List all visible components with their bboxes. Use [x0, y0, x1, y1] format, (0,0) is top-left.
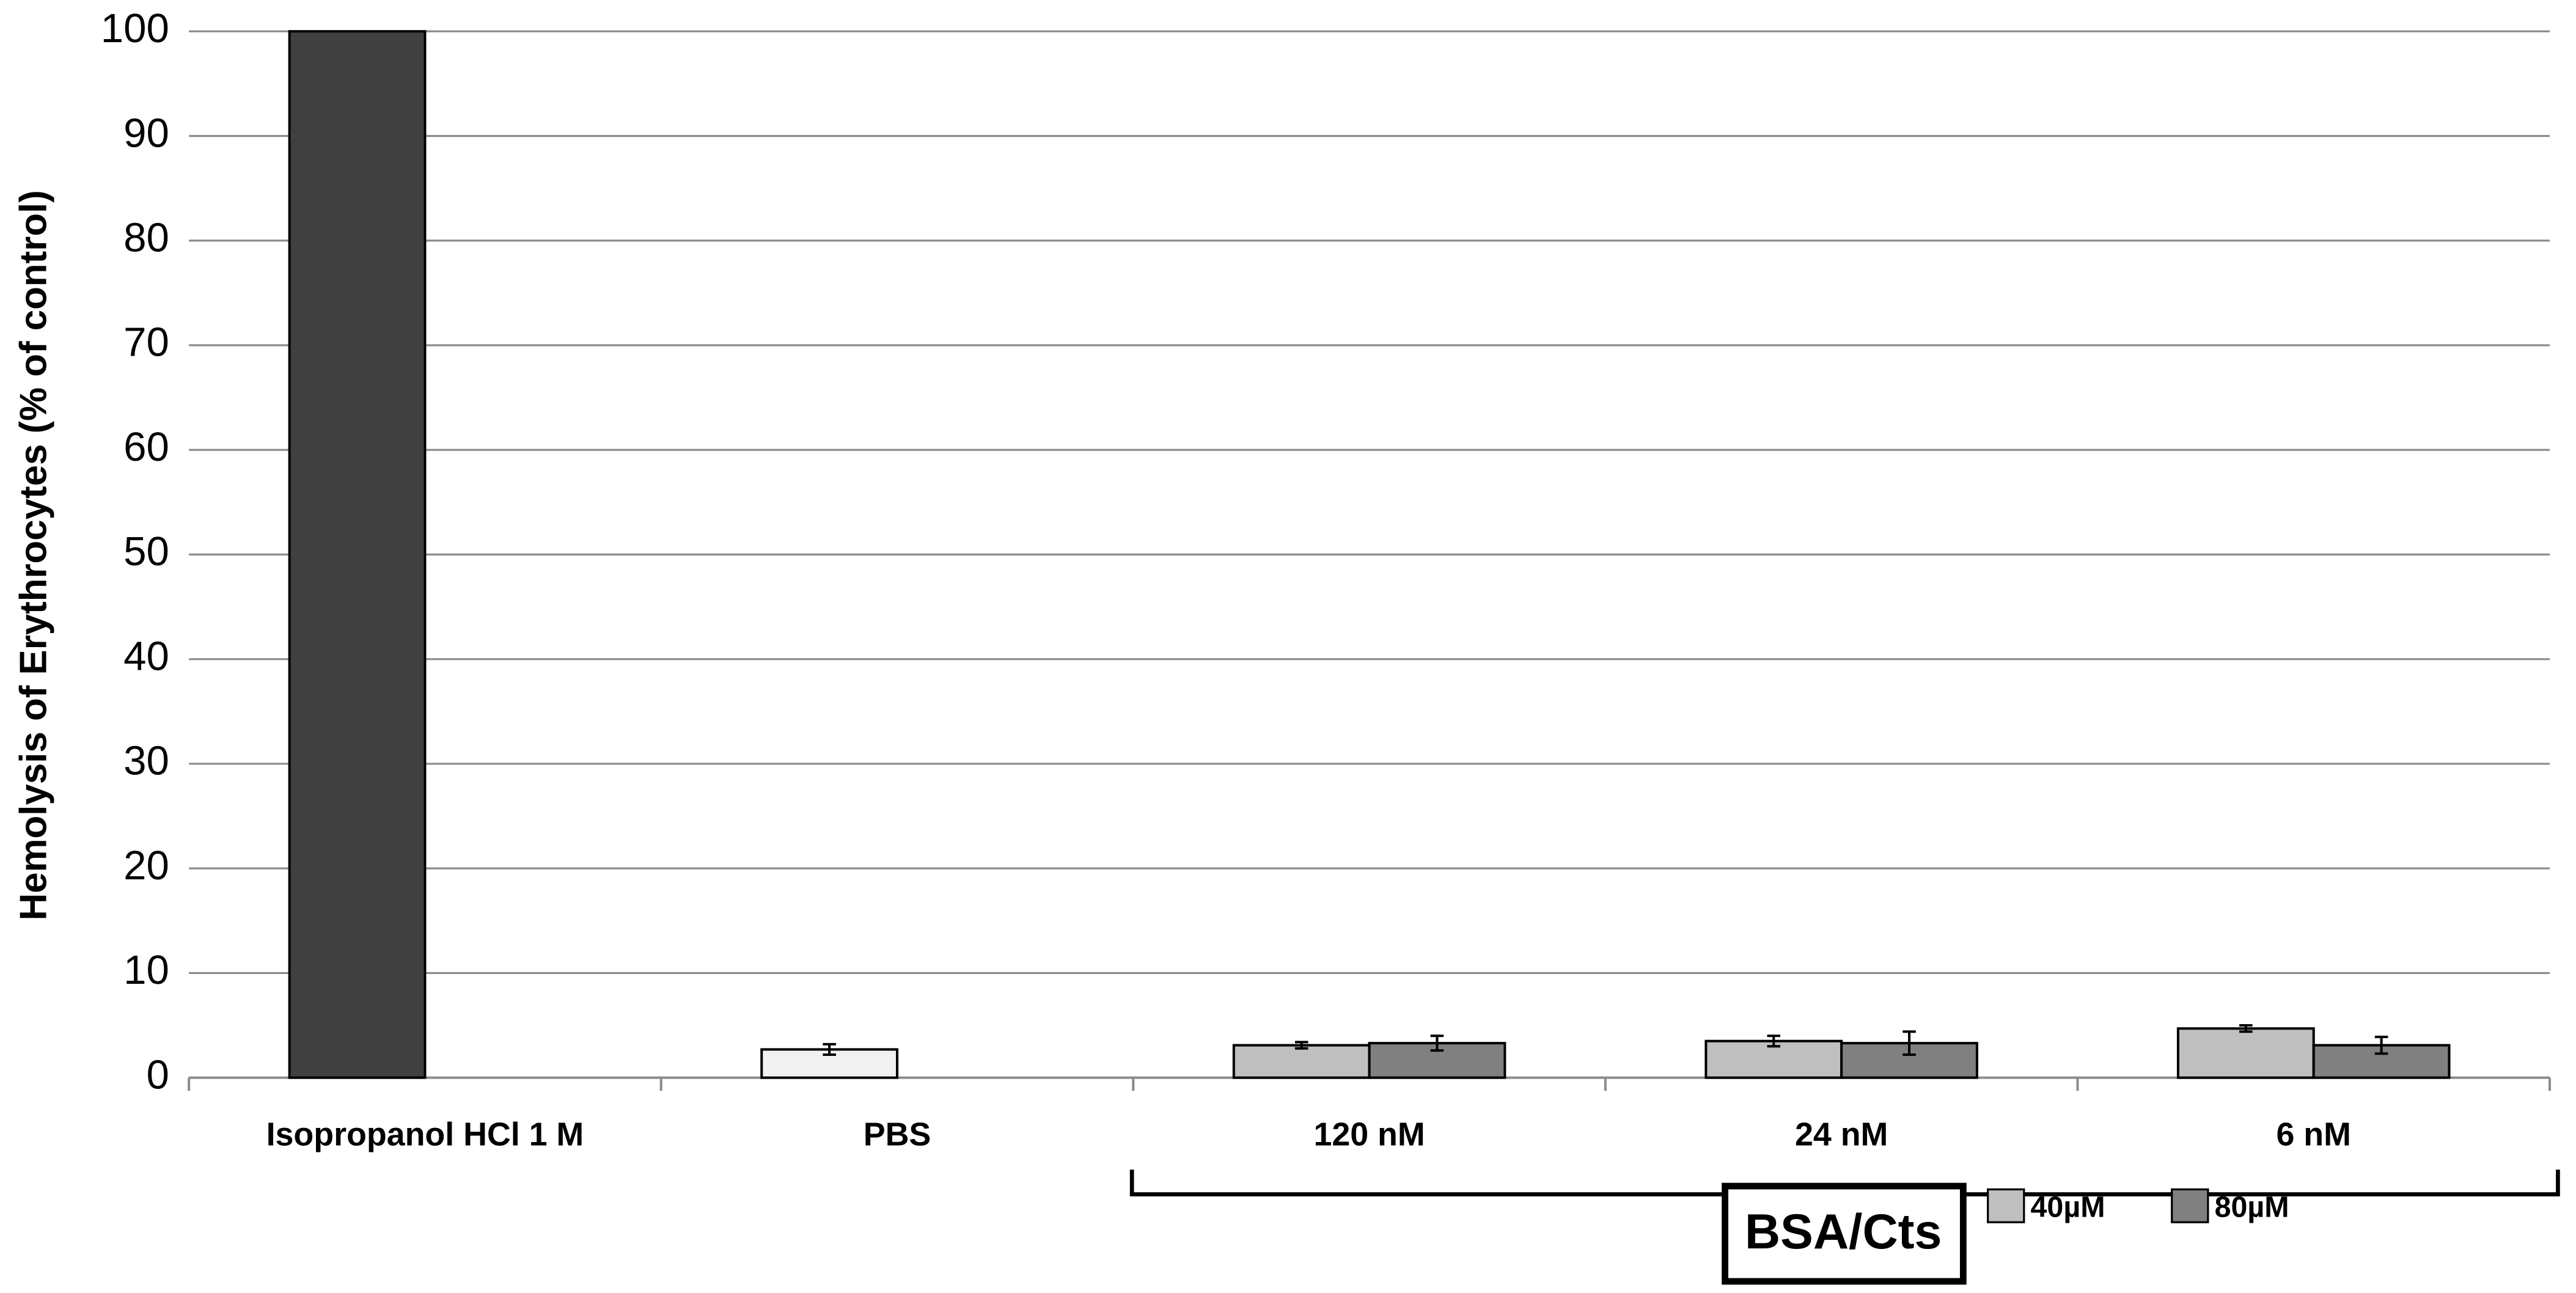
x-tick-label: 120 nM [1313, 1116, 1425, 1153]
error-bar [1294, 1041, 1308, 1050]
bar [288, 30, 427, 1079]
bar [2176, 1027, 2315, 1079]
error-bar [1903, 1030, 1916, 1056]
bar [1232, 1044, 1371, 1079]
y-tick-label: 80 [123, 215, 169, 261]
legend-swatch [1987, 1188, 2025, 1223]
annotation: BSA/Cts [1745, 1204, 1942, 1259]
y-tick-label: 10 [123, 947, 169, 993]
y-tick-label: 60 [123, 424, 169, 470]
y-tick-label: 0 [147, 1052, 169, 1097]
legend-label: 40µM [2031, 1190, 2105, 1223]
bar [1368, 1042, 1506, 1079]
y-tick-label: 30 [123, 738, 169, 784]
legend-label: 80µM [2215, 1190, 2289, 1223]
error-bar [2374, 1035, 2388, 1055]
error-bar [1430, 1035, 1444, 1052]
x-tick-label: Isopropanol HCl 1 M [266, 1116, 584, 1153]
bracket [1129, 1170, 2560, 1196]
y-tick-label: 40 [123, 633, 169, 679]
x-tick-label: PBS [864, 1116, 931, 1153]
error-bar [823, 1042, 836, 1056]
y-tick-label: 70 [123, 320, 169, 365]
y-tick-label: 100 [101, 5, 169, 51]
y-axis-label: Hemolysis of Erythrocytes (% of control) [12, 190, 54, 920]
error-bar [1767, 1035, 1781, 1048]
x-tick-label: 6 nM [2276, 1116, 2350, 1153]
y-tick-label: 50 [123, 529, 169, 574]
y-tick-label: 20 [123, 843, 169, 888]
legend-swatch [2171, 1188, 2209, 1223]
annotation-box [1722, 1182, 1967, 1285]
y-tick-label: 90 [123, 110, 169, 156]
x-tick-label: 24 nM [1795, 1116, 1888, 1153]
error-bar [2239, 1024, 2253, 1033]
